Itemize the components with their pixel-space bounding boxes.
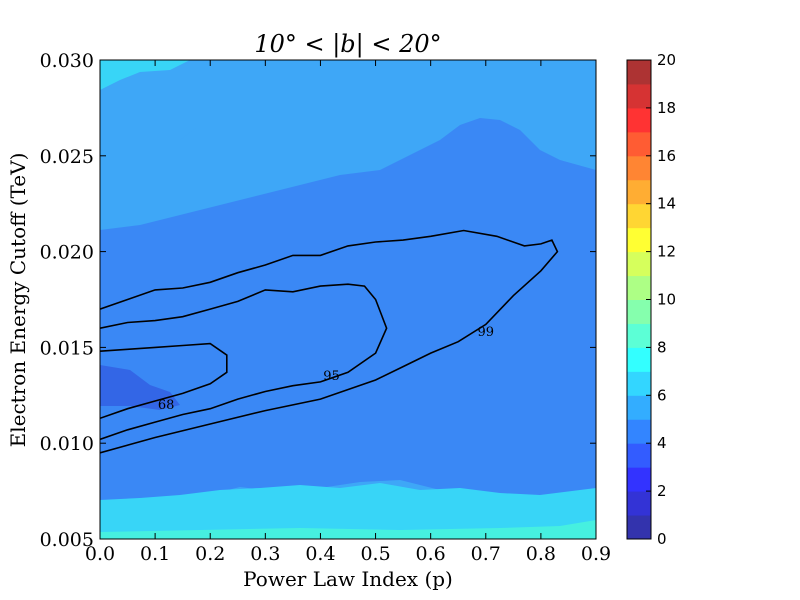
- x-tick-label: 0.6: [416, 543, 446, 565]
- colorbar-tick-label: 16: [657, 147, 676, 165]
- contours: 68 95 99: [100, 229, 559, 454]
- colorbar-segment: [627, 251, 651, 277]
- fill-level-upper: [100, 60, 596, 180]
- colorbar-segment: [627, 347, 651, 372]
- colorbar-segment: [627, 323, 651, 348]
- y-tick-label: 0.005: [40, 529, 94, 551]
- y-tick-label: 0.010: [40, 433, 94, 455]
- colorbar-tick-label: 2: [657, 482, 667, 500]
- colorbar-segment: [627, 419, 651, 444]
- chart-title: 10° < |b| < 20°: [254, 30, 441, 59]
- x-axis-label: Power Law Index (p): [243, 567, 453, 591]
- colorbar-tick-label: 12: [657, 243, 676, 261]
- y-tick-label: 0.015: [40, 337, 94, 359]
- colorbar-segment: [627, 107, 651, 133]
- colorbar-tick-label: 6: [657, 386, 667, 404]
- colorbar-segment: [627, 299, 651, 324]
- colorbar-segment: [627, 371, 651, 396]
- y-tick-label: 0.030: [40, 50, 94, 72]
- x-tick-label: 0.0: [85, 543, 115, 565]
- y-tick-label: 0.020: [40, 242, 94, 264]
- colorbar-segment: [627, 179, 651, 205]
- fill-level-mid: [100, 118, 596, 505]
- contour-line-99: [100, 229, 559, 454]
- contour-label-95: 95: [323, 369, 340, 384]
- colorbar-segment: [627, 227, 651, 253]
- x-axis: 0.0 0.1 0.2 0.3 0.4 0.5 0.6 0.7 0.8 0.9: [85, 60, 611, 565]
- contour-line-95: [100, 283, 388, 441]
- colorbar-tick-label: 10: [657, 291, 676, 309]
- colorbar-segment: [627, 443, 651, 468]
- colorbar-tick-label: 0: [657, 530, 667, 548]
- colorbar: 0 2 4 6 8 10 12 14 16 18 20: [626, 51, 676, 548]
- colorbar-segment: [627, 491, 651, 516]
- colorbar-segment: [627, 395, 651, 420]
- plot-frame: [99, 59, 597, 540]
- fill-level-highest-top: [100, 60, 190, 90]
- y-axis-label: Electron Energy Cutoff (TeV): [6, 153, 30, 448]
- colorbar-tick-label: 18: [657, 99, 676, 117]
- x-tick-label: 0.9: [581, 543, 611, 565]
- colorbar-segment: [627, 203, 651, 229]
- colorbar-tick-label: 20: [657, 51, 676, 69]
- colorbar-segment: [627, 155, 651, 181]
- contour-line-68: [100, 342, 228, 420]
- colorbar-segment: [627, 467, 651, 492]
- x-tick-label: 0.7: [471, 543, 501, 565]
- y-tick-label: 0.025: [40, 146, 94, 168]
- fill-level-bottom: [100, 483, 596, 539]
- contour-label-68: 68: [158, 398, 175, 413]
- x-tick-label: 0.5: [360, 543, 390, 565]
- y-axis: 0.005 0.010 0.015 0.020 0.025 0.030: [40, 50, 596, 551]
- fill-level-highest-bottom: [100, 520, 596, 539]
- x-tick-label: 0.1: [140, 543, 170, 565]
- x-tick-label: 0.4: [305, 543, 335, 565]
- colorbar-tick-label: 14: [657, 195, 676, 213]
- colorbar-tick-label: 4: [657, 434, 667, 452]
- colorbar-segment: [627, 515, 651, 540]
- x-tick-label: 0.3: [250, 543, 280, 565]
- contour-label-99: 99: [478, 325, 495, 340]
- colorbar-tick-label: 8: [657, 338, 667, 356]
- x-tick-label: 0.2: [195, 543, 225, 565]
- colorbar-segment: [627, 275, 651, 300]
- plot-area: 68 95 99: [100, 60, 596, 539]
- x-tick-label: 0.8: [526, 543, 556, 565]
- colorbar-segment: [627, 60, 651, 85]
- fill-level-low: [100, 365, 180, 410]
- colorbar-segment: [627, 83, 651, 109]
- colorbar-segment: [627, 131, 651, 157]
